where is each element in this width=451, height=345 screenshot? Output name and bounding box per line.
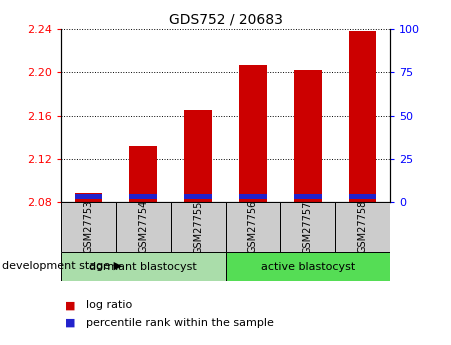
Bar — [294, 194, 322, 199]
Bar — [226, 252, 390, 281]
Text: log ratio: log ratio — [86, 300, 132, 310]
Bar — [170, 202, 226, 252]
Text: GSM27755: GSM27755 — [193, 200, 203, 254]
Bar — [281, 202, 335, 252]
Bar — [294, 70, 322, 202]
Bar — [335, 202, 390, 252]
Text: active blastocyst: active blastocyst — [261, 262, 355, 272]
Text: GSM27754: GSM27754 — [138, 200, 148, 254]
Text: dormant blastocyst: dormant blastocyst — [89, 262, 197, 272]
Bar — [184, 194, 212, 199]
Bar — [184, 110, 212, 202]
Bar — [129, 194, 157, 199]
Bar — [74, 194, 102, 199]
Text: GSM27757: GSM27757 — [303, 200, 313, 254]
Bar — [239, 65, 267, 202]
Text: GSM27758: GSM27758 — [358, 200, 368, 254]
Bar — [349, 194, 377, 199]
Bar — [129, 146, 157, 202]
Text: percentile rank within the sample: percentile rank within the sample — [86, 318, 274, 327]
Bar — [74, 193, 102, 202]
Text: development stage ▶: development stage ▶ — [2, 262, 122, 271]
Text: ■: ■ — [65, 318, 76, 327]
Bar — [226, 202, 281, 252]
Title: GDS752 / 20683: GDS752 / 20683 — [169, 13, 282, 27]
Text: GSM27756: GSM27756 — [248, 200, 258, 254]
Bar — [116, 202, 170, 252]
Bar — [61, 202, 116, 252]
Text: ■: ■ — [65, 300, 76, 310]
Text: GSM27753: GSM27753 — [83, 200, 93, 254]
Bar — [61, 252, 226, 281]
Bar — [349, 31, 377, 202]
Bar — [239, 194, 267, 199]
